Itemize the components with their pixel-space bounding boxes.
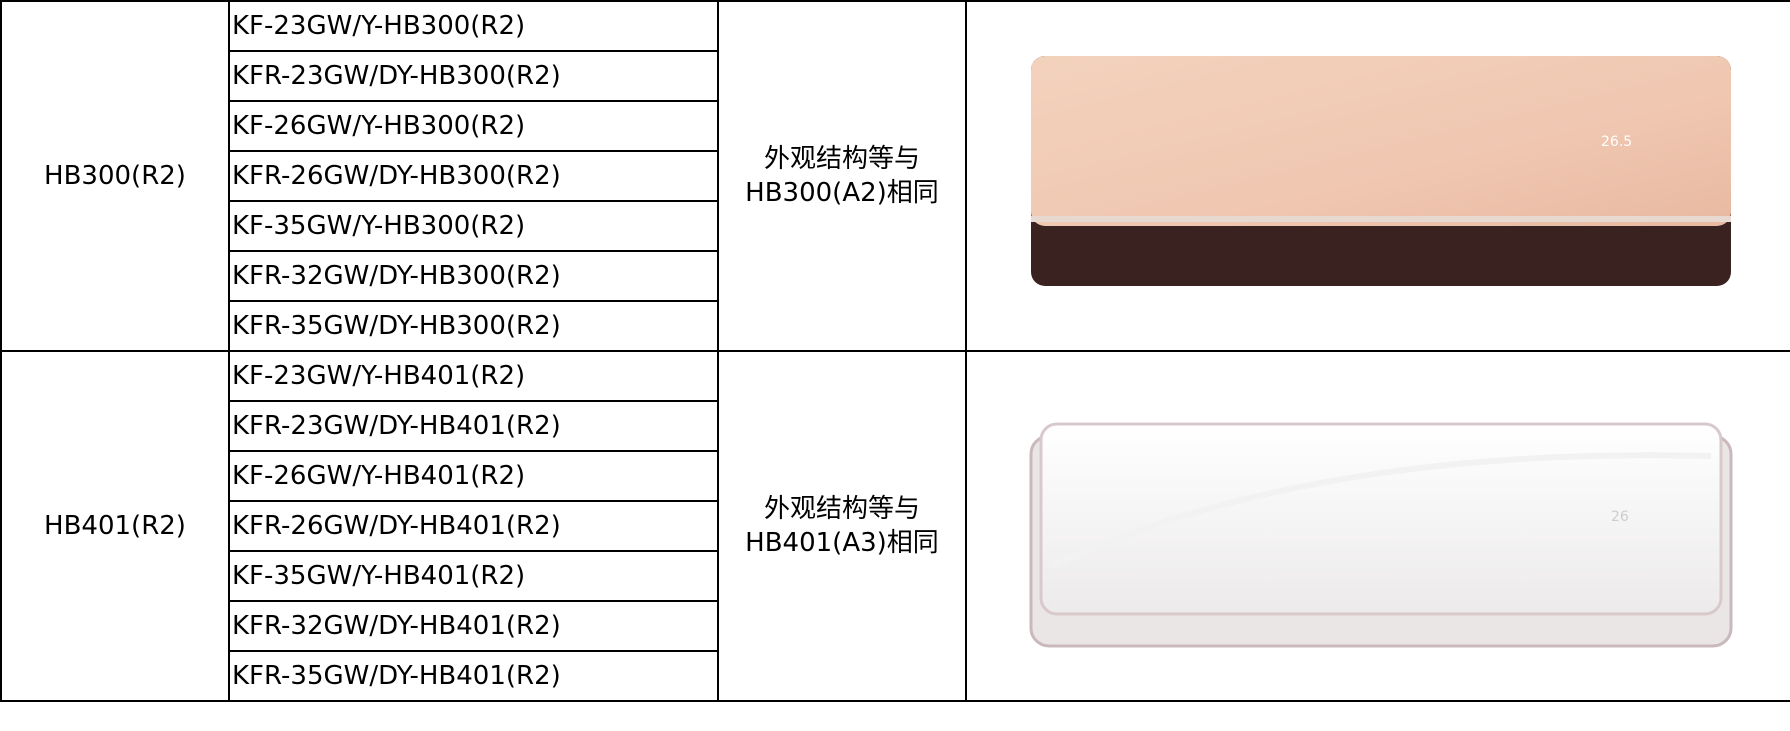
table-row: KFR-35GW/DY-HB401(R2) xyxy=(1,650,1790,702)
table-row: KF-35GW/Y-HB401(R2) xyxy=(1,550,1790,602)
table-row: HB401(R2) KF-23GW/Y-HB401(R2) 外观结构等与 HB401(… xyxy=(0,350,1790,702)
table-row: KFR-26GW/DY-HB401(R2) xyxy=(1,500,1790,552)
image-cell: 26 xyxy=(965,350,1790,702)
table-row: KFR-32GW/DY-HB300(R2) xyxy=(1,250,1790,302)
model-cell: KFR-35GW/DY-HB401(R2) xyxy=(228,650,719,702)
ac-unit-image: 26 xyxy=(1029,422,1733,648)
svg-text:26: 26 xyxy=(1611,509,1629,525)
table-row: KFR-23GW/DY-HB300(R2) xyxy=(1,50,1790,102)
note-line: 外观结构等与 xyxy=(763,144,920,174)
table-row: KFR-26GW/DY-HB300(R2) xyxy=(1,150,1790,202)
model-cell: KF-23GW/Y-HB300(R2) xyxy=(228,0,719,52)
model-cell: KFR-23GW/DY-HB401(R2) xyxy=(228,400,719,452)
model-table: HB300(R2) KF-23GW/Y-HB300(R2) 外观结构等与 HB300(… xyxy=(0,0,1790,702)
model-cell: KFR-26GW/DY-HB401(R2) xyxy=(228,500,719,552)
model-cell: KFR-23GW/DY-HB300(R2) xyxy=(228,50,719,102)
model-cell: KF-35GW/Y-HB300(R2) xyxy=(228,200,719,252)
model-cell: KF-26GW/Y-HB401(R2) xyxy=(228,450,719,502)
model-cell: KFR-32GW/DY-HB300(R2) xyxy=(228,250,719,302)
image-cell: 26.5 xyxy=(965,0,1790,352)
ac-unit-image: 26.5 xyxy=(1031,56,1731,286)
table-row: KF-26GW/Y-HB401(R2) xyxy=(1,450,1790,502)
table-row: HB300(R2) KF-23GW/Y-HB300(R2) 外观结构等与 HB300(… xyxy=(0,0,1790,352)
model-cell: KF-23GW/Y-HB401(R2) xyxy=(228,350,719,402)
model-cell: KFR-35GW/DY-HB300(R2) xyxy=(228,300,719,352)
note-line: HB300(A2)相同 xyxy=(745,178,939,208)
series-cell: HB300(R2) xyxy=(0,0,230,352)
note-cell: 外观结构等与 HB401(A3)相同 xyxy=(717,350,967,702)
table-row: KF-35GW/Y-HB300(R2) xyxy=(1,200,1790,252)
model-cell: KF-26GW/Y-HB300(R2) xyxy=(228,100,719,152)
table-body: HB300(R2) KF-23GW/Y-HB300(R2) 外观结构等与 HB300(… xyxy=(0,0,1790,702)
model-cell: KF-35GW/Y-HB401(R2) xyxy=(228,550,719,602)
note-line: HB401(A3)相同 xyxy=(745,528,939,558)
note-cell: 外观结构等与 HB300(A2)相同 xyxy=(717,0,967,352)
table-row: KFR-32GW/DY-HB401(R2) xyxy=(1,600,1790,652)
table-row: KFR-35GW/DY-HB300(R2) xyxy=(1,300,1790,352)
model-cell: KFR-32GW/DY-HB401(R2) xyxy=(228,600,719,652)
svg-text:26.5: 26.5 xyxy=(1601,134,1632,150)
series-cell: HB401(R2) xyxy=(0,350,230,702)
table-row: KF-26GW/Y-HB300(R2) xyxy=(1,100,1790,152)
model-cell: KFR-26GW/DY-HB300(R2) xyxy=(228,150,719,202)
table-row: KFR-23GW/DY-HB401(R2) xyxy=(1,400,1790,452)
note-line: 外观结构等与 xyxy=(763,494,920,524)
